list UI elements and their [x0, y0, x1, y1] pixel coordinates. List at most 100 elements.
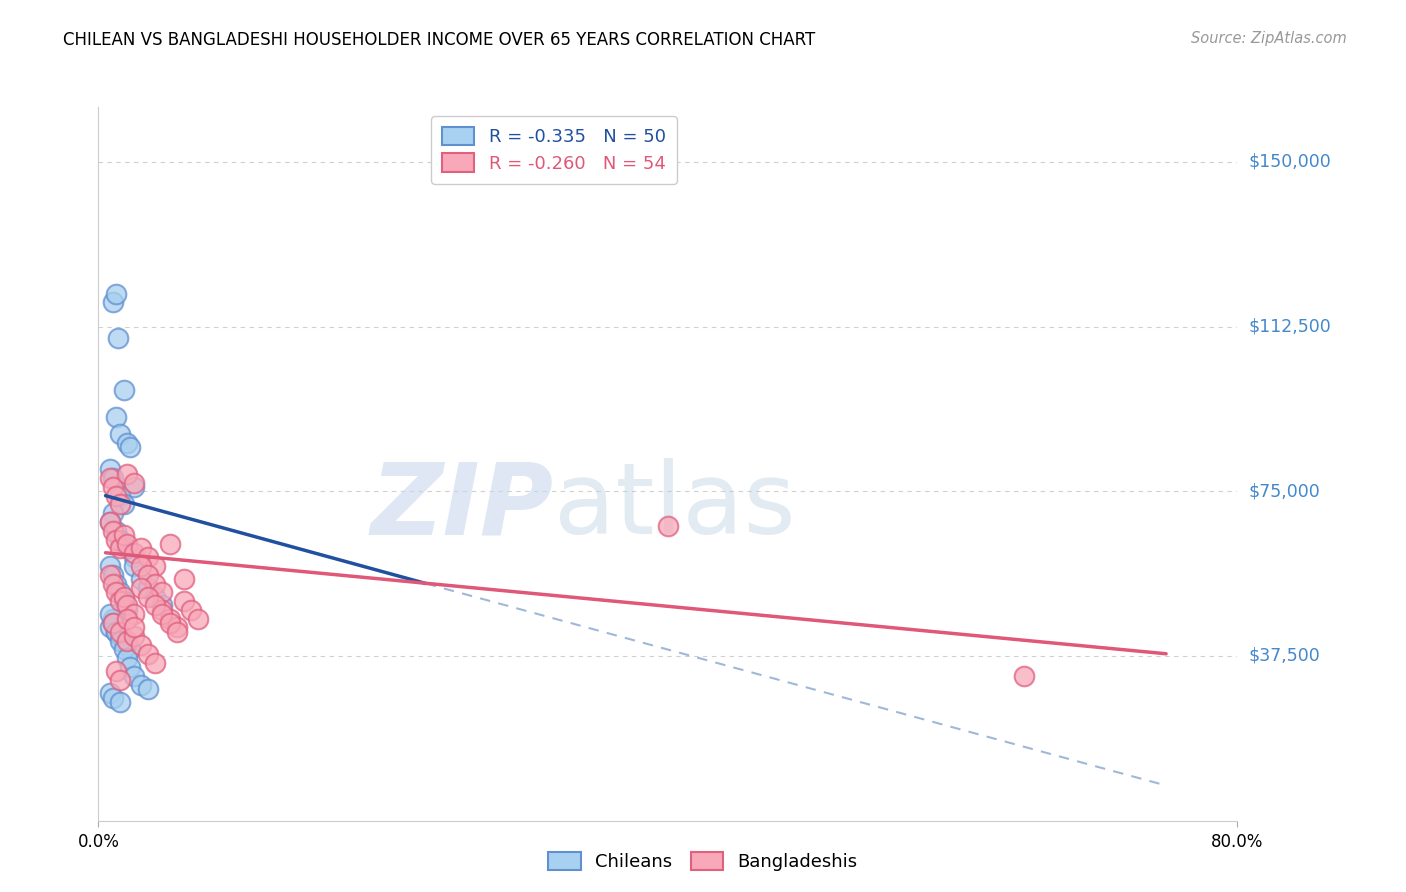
Point [112, 498, 135, 512]
Point [136, 567, 159, 582]
Point [129, 581, 152, 595]
Point [118, 660, 141, 674]
Point [112, 590, 135, 604]
Point [108, 594, 131, 608]
Point [122, 475, 145, 490]
Point [115, 599, 138, 613]
Legend: R = -0.335   N = 50, R = -0.260   N = 54: R = -0.335 N = 50, R = -0.260 N = 54 [432, 116, 676, 184]
Point [136, 590, 159, 604]
Point [159, 612, 181, 626]
Point [118, 441, 141, 455]
Point [173, 594, 195, 608]
Point [112, 528, 135, 542]
Point [115, 651, 138, 665]
Point [152, 607, 174, 622]
Point [115, 467, 138, 481]
Point [104, 585, 127, 599]
Point [180, 603, 202, 617]
Point [129, 572, 152, 586]
Point [122, 550, 145, 565]
Point [108, 489, 131, 503]
Point [115, 537, 138, 551]
Point [112, 642, 135, 657]
Text: CHILEAN VS BANGLADESHI HOUSEHOLDER INCOME OVER 65 YEARS CORRELATION CHART: CHILEAN VS BANGLADESHI HOUSEHOLDER INCOM… [63, 31, 815, 49]
Point [107, 330, 129, 344]
Point [1012, 669, 1035, 683]
Point [122, 546, 145, 560]
Point [145, 656, 167, 670]
Point [98, 620, 121, 634]
Point [145, 576, 167, 591]
Point [108, 533, 131, 547]
Point [101, 524, 124, 538]
Point [108, 633, 131, 648]
Text: $150,000: $150,000 [1249, 153, 1331, 171]
Point [115, 638, 138, 652]
Point [98, 567, 121, 582]
Point [129, 558, 152, 573]
Point [98, 515, 121, 529]
Point [145, 599, 167, 613]
Point [108, 427, 131, 442]
Point [108, 695, 131, 709]
Text: Source: ZipAtlas.com: Source: ZipAtlas.com [1191, 31, 1347, 46]
Legend: Chileans, Bangladeshis: Chileans, Bangladeshis [541, 845, 865, 879]
Point [104, 624, 127, 639]
Point [101, 567, 124, 582]
Point [122, 607, 145, 622]
Point [187, 612, 209, 626]
Point [118, 642, 141, 657]
Point [136, 550, 159, 565]
Point [129, 638, 152, 652]
Point [104, 489, 127, 503]
Point [101, 480, 124, 494]
Point [98, 462, 121, 476]
Point [136, 581, 159, 595]
Point [122, 629, 145, 643]
Point [101, 615, 124, 630]
Point [108, 624, 131, 639]
Point [101, 295, 124, 310]
Text: $112,500: $112,500 [1249, 318, 1331, 335]
Point [101, 612, 124, 626]
Point [104, 524, 127, 538]
Point [136, 681, 159, 696]
Point [104, 409, 127, 424]
Point [108, 673, 131, 687]
Point [108, 498, 131, 512]
Point [145, 590, 167, 604]
Text: ZIP: ZIP [371, 458, 554, 555]
Point [108, 629, 131, 643]
Text: $75,000: $75,000 [1249, 483, 1320, 500]
Point [152, 603, 174, 617]
Point [112, 594, 135, 608]
Point [104, 624, 127, 639]
Point [101, 615, 124, 630]
Point [129, 541, 152, 556]
Point [152, 599, 174, 613]
Point [136, 647, 159, 661]
Point [112, 633, 135, 648]
Point [104, 576, 127, 591]
Point [166, 620, 188, 634]
Point [159, 615, 181, 630]
Point [108, 585, 131, 599]
Point [112, 384, 135, 398]
Point [108, 541, 131, 556]
Point [115, 603, 138, 617]
Text: $37,500: $37,500 [1249, 647, 1320, 665]
Point [98, 558, 121, 573]
Point [129, 677, 152, 691]
Point [115, 541, 138, 556]
Point [115, 633, 138, 648]
Point [657, 519, 679, 533]
Point [98, 515, 121, 529]
Point [98, 471, 121, 485]
Point [122, 480, 145, 494]
Point [122, 669, 145, 683]
Point [104, 533, 127, 547]
Point [122, 558, 145, 573]
Point [152, 585, 174, 599]
Point [159, 537, 181, 551]
Point [166, 624, 188, 639]
